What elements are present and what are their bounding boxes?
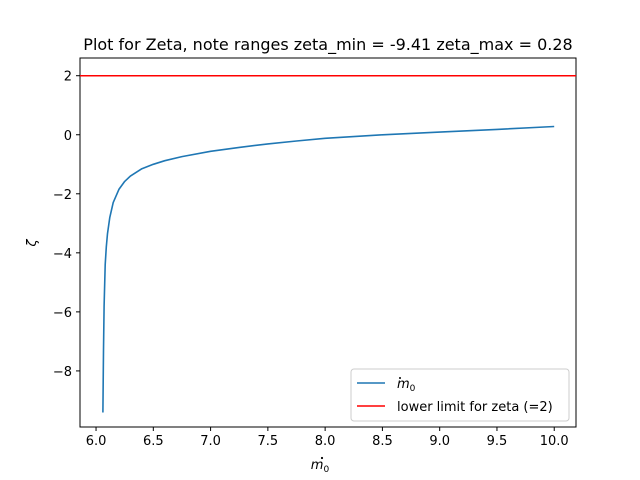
x-tick-label: 6.5	[143, 434, 164, 449]
y-tick-label: 0	[64, 129, 72, 144]
y-tick-label: −4	[53, 247, 72, 262]
x-tick-label: 8.5	[372, 434, 393, 449]
x-tick-label: 9.5	[487, 434, 508, 449]
y-tick-label: −6	[53, 306, 72, 321]
legend-label-m0: m0	[397, 377, 416, 394]
series-m0-line	[102, 125, 555, 413]
x-tick-label: 8.0	[315, 434, 336, 449]
x-axis-label-dot	[320, 456, 324, 460]
x-tick-label: 10.0	[540, 434, 569, 449]
plot-frame	[79, 57, 577, 428]
x-tick-label: 7.0	[200, 434, 221, 449]
y-axis: 2 0 −2 −4 −6 −8	[53, 70, 80, 380]
legend-label-lower-limit: lower limit for zeta (=2)	[397, 400, 553, 415]
y-axis-label: ζ	[25, 239, 40, 248]
y-tick-label: −2	[53, 188, 72, 203]
x-tick-label: 7.5	[258, 434, 279, 449]
chart-title: Plot for Zeta, note ranges zeta_min = -9…	[83, 35, 572, 55]
x-axis: 6.0 6.5 7.0 7.5 8.0 8.5 9.0 9.5 10.0	[86, 427, 569, 449]
y-tick-label: 2	[64, 70, 72, 85]
y-tick-label: −8	[53, 365, 72, 380]
svg-text:m0: m0	[311, 458, 330, 475]
legend-box	[350, 368, 570, 422]
x-tick-label: 6.0	[86, 434, 107, 449]
x-tick-label: 9.0	[429, 434, 450, 449]
x-axis-label: m0	[311, 456, 330, 475]
plot-area	[79, 57, 577, 428]
legend: m0 lower limit for zeta (=2)	[350, 368, 570, 422]
legend-label-m0-dot	[399, 377, 401, 379]
